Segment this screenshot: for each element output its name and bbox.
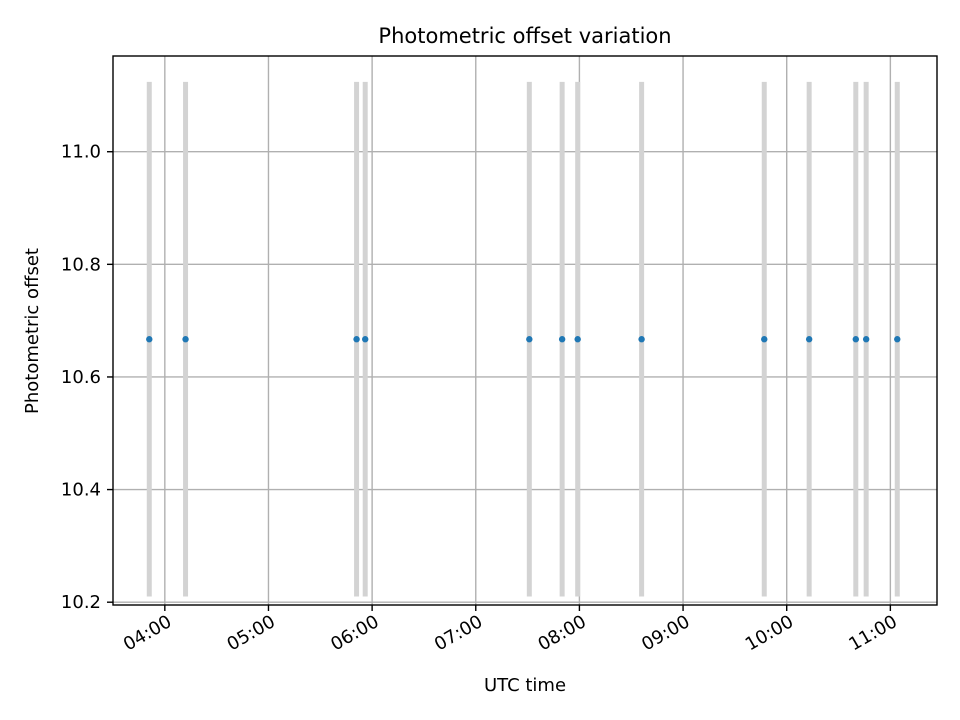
plot-frame <box>112 55 938 606</box>
data-point <box>182 336 189 343</box>
y-tick-label: 10.8 <box>61 254 101 275</box>
chart-title: Photometric offset variation <box>378 24 671 48</box>
x-axis-title: UTC time <box>484 675 566 696</box>
data-point <box>638 336 645 343</box>
data-point <box>526 336 533 343</box>
data-points <box>146 336 901 343</box>
y-tick-label: 10.6 <box>61 367 101 388</box>
y-tick-label: 10.4 <box>61 480 101 501</box>
data-point <box>862 336 870 343</box>
data-point <box>805 336 813 343</box>
y-tick-label: 11.0 <box>61 142 101 163</box>
data-point <box>894 336 901 343</box>
y-axis-title: Photometric offset <box>22 248 43 414</box>
data-point <box>353 336 360 343</box>
data-point <box>574 336 581 343</box>
data-point <box>146 336 153 343</box>
data-point <box>558 336 566 343</box>
data-point <box>362 336 369 343</box>
data-point <box>852 336 860 343</box>
y-axis-ticks: 10.2 10.4 10.6 10.8 11.0 <box>61 142 113 613</box>
y-tick-label: 10.2 <box>61 592 101 613</box>
data-point <box>761 336 768 343</box>
